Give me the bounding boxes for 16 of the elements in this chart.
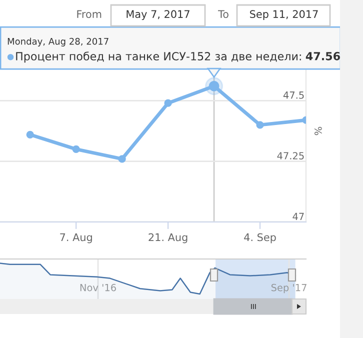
y-tick-label: 47: [292, 212, 304, 220]
x-tick-label: 4. Sep: [244, 233, 276, 244]
x-tick-label: Nov '16: [80, 284, 116, 292]
text: Sep 11, 2017: [250, 10, 318, 20]
y-axis-title: %: [314, 126, 322, 136]
y-tick-label: 47.25: [277, 152, 304, 160]
text: From: [77, 10, 102, 18]
annotation: 47.56: [306, 52, 340, 60]
y-tick-label: 47.5: [283, 92, 304, 99]
x-tick-label: 21. Aug: [148, 233, 188, 244]
text: May 7, 2017: [126, 10, 190, 20]
annotation: Monday, Aug 28, 2017: [8, 38, 108, 46]
x-tick-label: Sep '17: [271, 284, 306, 294]
text: To: [218, 10, 228, 18]
x-tick-label: 7. Aug: [60, 233, 92, 244]
legend-label: Процент побед на танке ИСУ-152 за две недели:: [16, 52, 301, 63]
